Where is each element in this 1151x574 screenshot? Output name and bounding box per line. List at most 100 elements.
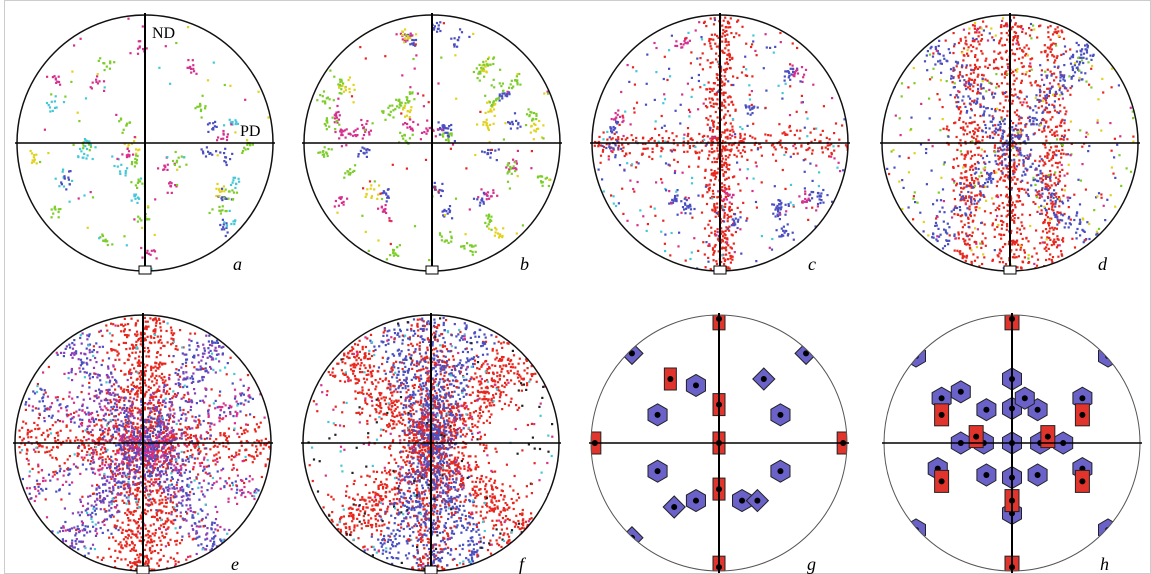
pole-dot [945, 231, 947, 233]
pole-dot [1004, 76, 1006, 78]
pole-dot [1019, 131, 1021, 133]
pole-dot [353, 101, 355, 103]
pole-dot [962, 126, 964, 128]
pole-dot [484, 95, 486, 97]
pole-dot [714, 170, 716, 172]
pole-dot [144, 379, 146, 381]
pole-dot [977, 154, 979, 156]
pole-dot [710, 45, 712, 47]
pole-dot [723, 184, 725, 186]
pole-dot [621, 144, 623, 146]
pole-dot [1016, 109, 1018, 111]
pole-dot [232, 198, 234, 200]
pole-dot [144, 483, 146, 485]
pole-dot [946, 128, 948, 130]
pole-dot [82, 157, 84, 159]
pole-dot [486, 122, 488, 124]
pole-dot [504, 122, 506, 124]
pole-dot [141, 257, 143, 259]
pole-dot [981, 53, 983, 55]
pole-dot [494, 227, 496, 229]
pole-dot [1015, 32, 1017, 34]
pole-dot [230, 123, 232, 125]
pole-dot [482, 61, 484, 63]
pole-dot [1055, 196, 1057, 198]
pole-dot [1076, 212, 1078, 214]
pole-dot [984, 223, 986, 225]
pole-dot [736, 77, 738, 79]
pole-dot [994, 236, 996, 238]
pole-dot [1001, 82, 1003, 84]
pole-dot [1068, 206, 1070, 208]
pole-dot [1048, 208, 1050, 210]
pole-dot [1051, 48, 1053, 50]
pole-dot [988, 174, 990, 176]
pole-dot [721, 182, 723, 184]
pole-dot [1101, 197, 1103, 199]
pole-dot [399, 104, 401, 106]
pole-dot [684, 42, 686, 44]
pole-dot [1015, 43, 1017, 45]
pole-dot [339, 79, 341, 81]
pole-dot [442, 190, 444, 192]
pole-dot [1045, 107, 1047, 109]
pole-dot [912, 218, 914, 220]
pole-dot [679, 122, 681, 124]
pole-dot [635, 70, 637, 72]
pole-dot [960, 40, 962, 42]
pole-dot [901, 95, 903, 97]
pole-dot [603, 190, 605, 192]
pole-dot [1015, 94, 1017, 96]
pole-dot [806, 118, 808, 120]
pole-dot [51, 101, 53, 103]
pole-dot [1063, 64, 1065, 66]
pole-dot [211, 208, 213, 210]
pole-dot [488, 228, 490, 230]
pole-dot [744, 133, 746, 135]
pole-dot [444, 214, 446, 216]
pole-dot [1001, 135, 1003, 137]
pole-dot [1067, 196, 1069, 198]
pole-dot [1021, 50, 1023, 52]
pole-dot [1022, 101, 1024, 103]
pole-dot [988, 82, 990, 84]
pole-dot [1053, 174, 1055, 176]
pole-dot [755, 162, 757, 164]
pole-dot [1021, 62, 1023, 64]
pole-dot [1000, 238, 1002, 240]
pole-dot [1054, 59, 1056, 61]
pole-dot [668, 203, 670, 205]
pole-dot [1054, 214, 1056, 216]
pole-dot [428, 101, 430, 103]
pole-dot [773, 52, 775, 54]
pole-dot [1056, 130, 1058, 132]
pole-dot [997, 134, 999, 136]
pole-dot [939, 211, 941, 213]
pole-dot [698, 133, 700, 135]
pole-dot [716, 203, 718, 205]
pole-dot [729, 59, 731, 61]
pole-dot [1081, 78, 1083, 80]
axis-tab [1004, 266, 1016, 274]
pole-dot [732, 104, 734, 106]
pole-dot [1006, 32, 1008, 34]
pole-dot [129, 393, 131, 395]
pole-dot [982, 243, 984, 245]
pole-dot [785, 230, 787, 232]
pole-dot [345, 144, 347, 146]
pole-dot [645, 104, 647, 106]
pole-dot [683, 40, 685, 42]
pole-dot [984, 150, 986, 152]
pole-dot [971, 121, 973, 123]
pole-dot [709, 91, 711, 93]
pole-dot [972, 24, 974, 26]
pole-dot [401, 135, 403, 137]
pole-dot [158, 565, 160, 567]
pole-dot [486, 102, 488, 104]
pole-dot [1016, 77, 1018, 79]
pole-dot [979, 243, 981, 245]
pole-dot [722, 240, 724, 242]
pole-dot [1056, 134, 1058, 136]
pole-dot [831, 97, 833, 99]
pole-dot [725, 246, 727, 248]
